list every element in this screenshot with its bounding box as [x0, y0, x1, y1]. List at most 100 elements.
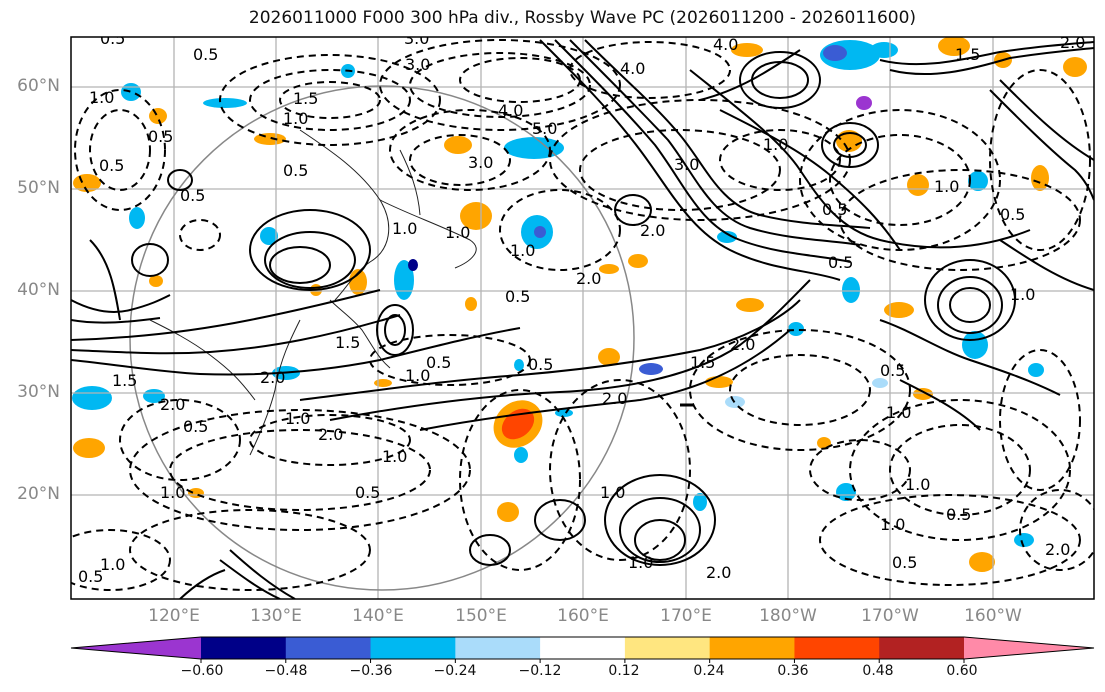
contour-label: 2.0	[160, 395, 185, 414]
contour-label: 1.0	[283, 109, 308, 128]
contour-label: 0.5	[180, 186, 205, 205]
colorbar-tick-label: −0.48	[264, 663, 308, 679]
contour-label: 1.0	[392, 219, 417, 238]
lon-label: 150°E	[455, 606, 507, 626]
dashed-contours	[71, 39, 1094, 591]
contour-labels: 0.5 3.0 4.0 0.5 1.5 1.0 0.5 0.5 1.0 0.5 …	[78, 29, 1085, 586]
colorbar-tick-label: 0.24	[693, 663, 725, 679]
contour-label: 2.0	[730, 335, 755, 354]
contour-label: 1.0	[880, 515, 905, 534]
contour-label: 0.5	[892, 553, 917, 572]
contour-label: 1.0	[905, 475, 930, 494]
solid-contours	[71, 39, 1094, 599]
contour-label: 4.0	[620, 59, 645, 78]
contour-label: 0.5	[148, 127, 173, 146]
contour-label: 1.0	[510, 241, 535, 260]
colorbar-segment	[285, 637, 372, 659]
contour-label: 1.0	[1010, 285, 1035, 304]
contour-label: 3.0	[404, 29, 429, 48]
contour-label: 1.0	[405, 366, 430, 385]
colorbar-tick-label: 0.12	[608, 663, 640, 679]
colorbar-extend-low	[71, 637, 201, 659]
reference-circle	[129, 85, 635, 591]
contour-label: 1.0	[886, 403, 911, 422]
contour-label: 0.5	[355, 483, 380, 502]
colorbar-segment	[624, 637, 711, 659]
colorbar-tick-label: 0.36	[777, 663, 809, 679]
colorbar	[70, 636, 1095, 663]
lon-label: 130°E	[250, 606, 302, 626]
lon-label: 170°W	[861, 606, 919, 626]
lon-label: 170°E	[660, 606, 712, 626]
contour-label: 1.0	[285, 409, 310, 428]
colorbar-tick-label: 0.60	[946, 663, 978, 679]
colorbar-segment	[709, 637, 795, 659]
contour-label: 0.5	[1000, 205, 1025, 224]
contour-label: 1.5	[690, 353, 715, 372]
colorbar-tick-label: −0.12	[518, 663, 562, 679]
contour-label: 1.0	[763, 135, 788, 154]
contour-label: 0.5	[880, 361, 905, 380]
contour-label: 0.5	[505, 287, 530, 306]
colorbar-segment	[201, 637, 287, 659]
lon-label: 180°W	[759, 606, 817, 626]
colorbar-tick-label: −0.24	[433, 663, 477, 679]
contour-label: 1.0	[445, 223, 470, 242]
contour-label: 0.5	[283, 161, 308, 180]
contour-label: 2.0	[640, 221, 665, 240]
contour-label: 1.0	[382, 447, 407, 466]
contour-label: 2.0	[706, 563, 731, 582]
colorbar-segment	[540, 637, 626, 659]
contour-label: 0.5	[193, 45, 218, 64]
contour-label: 2.0	[602, 389, 627, 408]
contour-label: 2.0	[260, 368, 285, 387]
lon-label: 160°E	[557, 606, 609, 626]
colorbar-tick-label: 0.48	[862, 663, 894, 679]
lat-label: 40°N	[17, 280, 60, 300]
contour-label: 2.0	[576, 269, 601, 288]
contour-label: 1.0	[160, 483, 185, 502]
contour-label: 2.0	[1045, 540, 1070, 559]
contour-label: 1.0	[100, 555, 125, 574]
colorbar-segment	[879, 637, 965, 659]
lat-label: 30°N	[17, 382, 60, 402]
contour-label: 0.5	[828, 253, 853, 272]
contour-label: 4.0	[713, 35, 738, 54]
colorbar-extend-high	[964, 637, 1094, 659]
plot-title: 2026011000 F000 300 hPa div., Rossby Wav…	[248, 8, 917, 28]
contour-label: 1.5	[112, 371, 137, 390]
gridlines	[71, 37, 1094, 599]
contour-label: 4.0	[498, 101, 523, 120]
lat-label: 20°N	[17, 484, 60, 504]
contour-label: 3.0	[405, 55, 430, 74]
lon-label: 140°E	[352, 606, 404, 626]
lat-label: 50°N	[17, 178, 60, 198]
contour-label: 2.0	[318, 425, 343, 444]
colorbar-segment	[370, 637, 456, 659]
contour-label: 1.5	[955, 45, 980, 64]
contour-label: 0.5	[100, 29, 125, 48]
contour-label: 2.0	[1060, 33, 1085, 52]
contour-label: 0.5	[426, 353, 451, 372]
contour-label: 1.0	[89, 88, 114, 107]
contour-label: 0.5	[99, 156, 124, 175]
contour-label: 0.5	[78, 567, 103, 586]
contour-label: 0.5	[528, 355, 553, 374]
colorbar-segment	[455, 637, 541, 659]
colorbar-tick-label: −0.36	[349, 663, 393, 679]
contour-label: 1.0	[934, 177, 959, 196]
lon-label: 160°W	[964, 606, 1022, 626]
contour-label: 5.0	[532, 119, 557, 138]
colorbar-segment	[794, 637, 880, 659]
contour-label: 0.5	[183, 417, 208, 436]
contour-label: 0.5	[946, 505, 971, 524]
map-frame	[70, 36, 1095, 600]
contour-label: 1.0	[600, 483, 625, 502]
contour-label: 1.0	[628, 553, 653, 572]
lon-label: 120°E	[148, 606, 200, 626]
contour-label: 1.5	[293, 89, 318, 108]
contour-label: 0.5	[822, 200, 847, 219]
lat-label: 60°N	[17, 76, 60, 96]
contour-label: 3.0	[674, 155, 699, 174]
